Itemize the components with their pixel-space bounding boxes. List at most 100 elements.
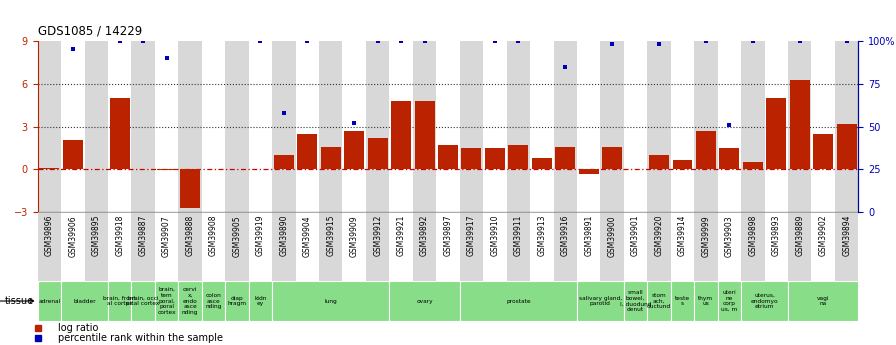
Bar [321, 147, 340, 169]
Bar [461, 148, 481, 169]
Bar [743, 162, 762, 169]
Bar [764, 41, 788, 212]
Bar [390, 281, 460, 321]
Text: stom
ach,
ductund: stom ach, ductund [647, 293, 671, 309]
Text: GSM39896: GSM39896 [45, 215, 54, 256]
Text: GSM39910: GSM39910 [490, 215, 499, 256]
Bar [367, 138, 388, 169]
Bar [460, 281, 577, 321]
Bar [39, 168, 59, 169]
Bar [624, 281, 647, 321]
Bar [835, 41, 858, 212]
Bar [132, 41, 155, 212]
Text: GSM39999: GSM39999 [702, 215, 711, 257]
Bar [671, 281, 694, 321]
Bar [61, 281, 108, 321]
Bar [319, 41, 342, 212]
Bar [788, 212, 812, 281]
Text: GSM39898: GSM39898 [748, 215, 757, 256]
Text: GSM39916: GSM39916 [561, 215, 570, 256]
Text: GSM39906: GSM39906 [68, 215, 77, 257]
Bar [647, 281, 671, 321]
Text: GSM39919: GSM39919 [256, 215, 265, 256]
Bar [366, 41, 390, 212]
Text: GSM39917: GSM39917 [467, 215, 476, 256]
Bar [741, 41, 764, 212]
Text: tissue: tissue [4, 296, 34, 306]
Text: uterus,
endomyo
etrium: uterus, endomyo etrium [751, 293, 779, 309]
Text: GSM39897: GSM39897 [444, 215, 452, 256]
Text: GSM39909: GSM39909 [349, 215, 358, 257]
Bar [624, 41, 647, 212]
Text: GSM39918: GSM39918 [116, 215, 125, 256]
Bar [202, 281, 225, 321]
Bar [741, 212, 764, 281]
Text: cervi
x,
endo
asce
nding: cervi x, endo asce nding [182, 287, 198, 315]
Text: GSM39905: GSM39905 [232, 215, 241, 257]
Bar [812, 41, 835, 212]
Bar [764, 212, 788, 281]
Bar [157, 169, 177, 170]
Text: GSM39894: GSM39894 [842, 215, 851, 256]
Text: GSM39892: GSM39892 [420, 215, 429, 256]
Text: lung: lung [324, 298, 337, 304]
Text: GSM39889: GSM39889 [796, 215, 805, 256]
Text: GSM39920: GSM39920 [655, 215, 664, 256]
Bar [624, 212, 647, 281]
Bar [694, 41, 718, 212]
Bar [600, 212, 624, 281]
Bar [460, 41, 483, 212]
Text: GDS1085 / 14229: GDS1085 / 14229 [38, 24, 142, 37]
Text: small
bowel,
I, duodund
denut: small bowel, I, duodund denut [620, 290, 651, 312]
Bar [438, 145, 458, 169]
Bar [600, 41, 624, 212]
Text: GSM39891: GSM39891 [584, 215, 593, 256]
Bar [155, 41, 178, 212]
Bar [413, 212, 436, 281]
Bar [483, 41, 506, 212]
Text: GSM39908: GSM39908 [209, 215, 218, 256]
Text: colon
asce
nding: colon asce nding [205, 293, 221, 309]
Text: GSM39912: GSM39912 [373, 215, 383, 256]
Bar [61, 41, 84, 212]
Bar [225, 41, 249, 212]
Text: GSM39888: GSM39888 [185, 215, 194, 256]
Bar [202, 212, 225, 281]
Text: brain,
tem
poral,
poral
cortex: brain, tem poral, poral cortex [158, 287, 176, 315]
Bar [178, 281, 202, 321]
Bar [835, 212, 858, 281]
Bar [602, 147, 622, 169]
Text: kidn
ey: kidn ey [254, 296, 267, 306]
Text: GSM39913: GSM39913 [538, 215, 547, 256]
Bar [366, 212, 390, 281]
Bar [577, 212, 600, 281]
Bar [719, 148, 739, 169]
Bar [814, 134, 833, 169]
Text: thym
us: thym us [698, 296, 713, 306]
Bar [483, 212, 506, 281]
Bar [392, 101, 411, 169]
Text: GSM39887: GSM39887 [139, 215, 148, 256]
Bar [696, 131, 716, 169]
Bar [812, 212, 835, 281]
Bar [673, 159, 693, 169]
Text: brain, occi
pital cortex: brain, occi pital cortex [126, 296, 159, 306]
Bar [155, 212, 178, 281]
Text: GSM39907: GSM39907 [162, 215, 171, 257]
Bar [390, 212, 413, 281]
Bar [84, 212, 108, 281]
Bar [296, 212, 319, 281]
Bar [180, 169, 200, 208]
Bar [202, 41, 225, 212]
Text: adrenal: adrenal [39, 298, 61, 304]
Bar [38, 212, 61, 281]
Bar [342, 41, 366, 212]
Bar [436, 41, 460, 212]
Bar [788, 281, 858, 321]
Bar [532, 158, 552, 169]
Text: vagi
na: vagi na [817, 296, 830, 306]
Bar [649, 155, 669, 169]
Bar [741, 281, 788, 321]
Bar [38, 41, 61, 212]
Bar [132, 281, 155, 321]
